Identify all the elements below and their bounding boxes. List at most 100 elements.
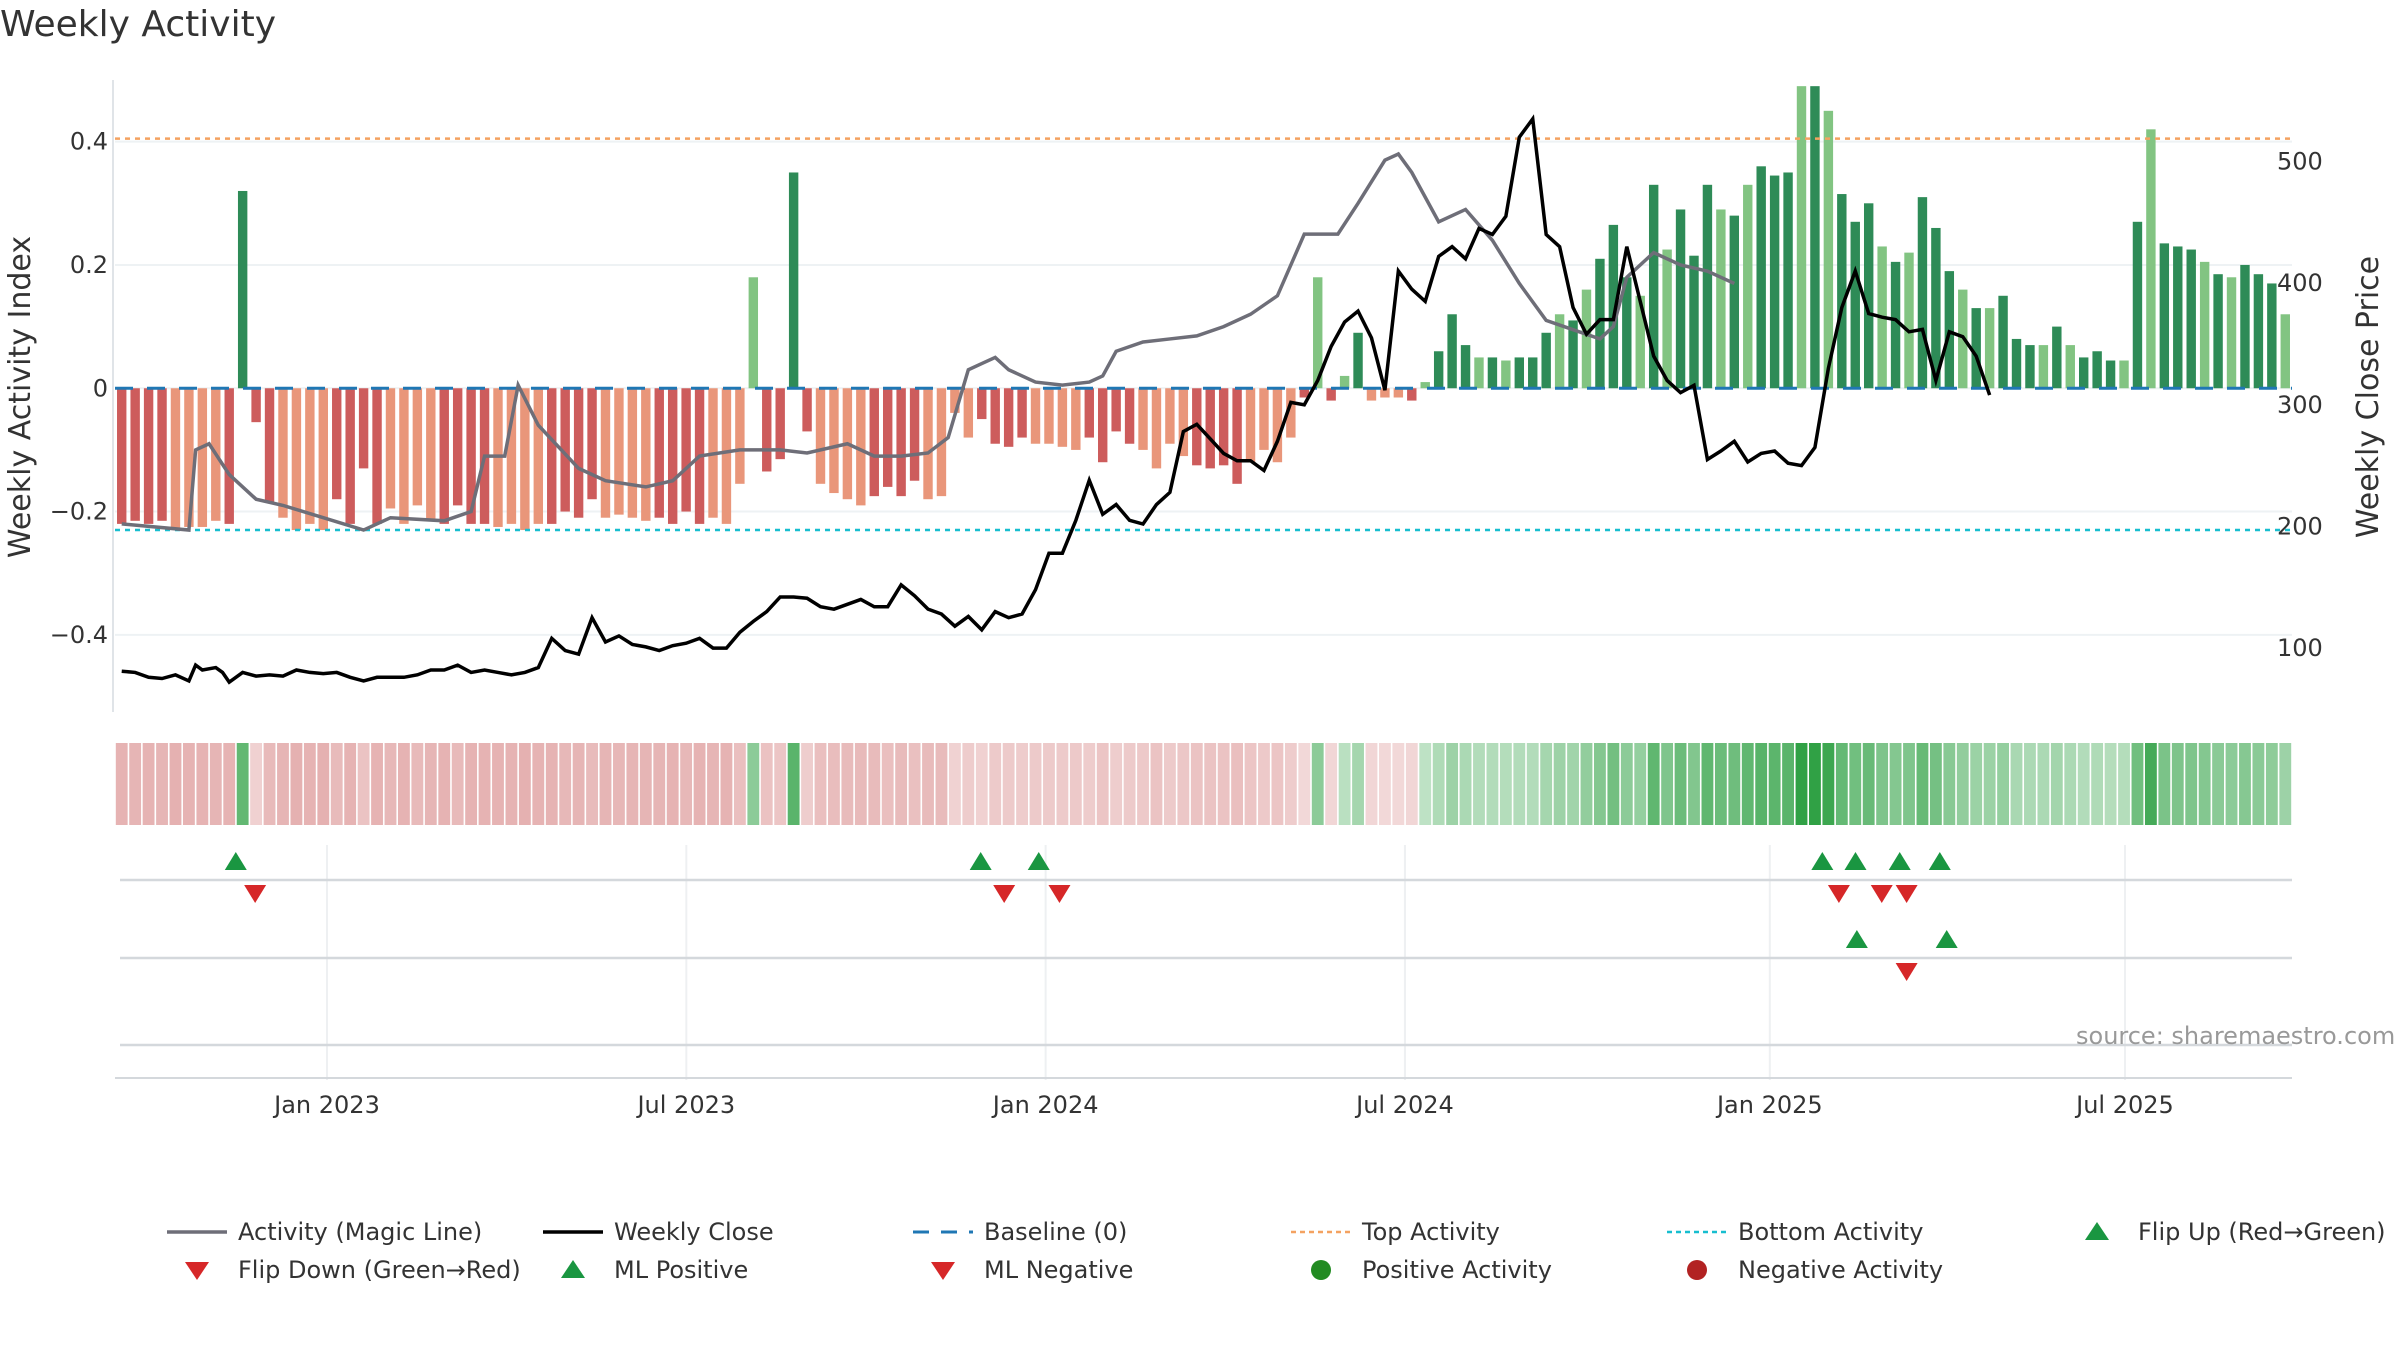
- strip-cell: [236, 743, 249, 825]
- activity-bar: [1017, 388, 1027, 438]
- activity-bar: [1487, 357, 1498, 389]
- strip-cell: [1378, 743, 1391, 825]
- activity-bar: [143, 388, 154, 524]
- strip-cell: [1889, 743, 1902, 825]
- activity-bar: [1716, 209, 1726, 389]
- strip-cell: [1513, 743, 1526, 825]
- legend-item-bottom: Bottom Activity: [1667, 1218, 1923, 1246]
- activity-bar: [815, 388, 826, 484]
- activity-bar: [224, 388, 234, 524]
- activity-bar: [385, 388, 396, 509]
- activity-bar: [1433, 351, 1444, 389]
- activity-bar: [2119, 360, 2129, 389]
- strip-cell: [2239, 743, 2251, 825]
- activity-bar: [748, 277, 759, 389]
- activity-bar: [1635, 295, 1645, 389]
- strip-cell: [1405, 743, 1418, 825]
- activity-bar: [1286, 388, 1296, 438]
- y-right-tick-label: 200: [2277, 512, 2323, 540]
- legend-swatch: [1311, 1260, 1331, 1280]
- activity-bar: [1890, 261, 1901, 389]
- activity-bar: [1837, 194, 1847, 389]
- activity-bar: [1971, 308, 1981, 389]
- strip-cell: [1083, 743, 1096, 825]
- strip-cell: [1661, 743, 1674, 825]
- activity-bar: [1124, 388, 1135, 444]
- activity-bar: [909, 388, 920, 481]
- strip-cell: [1634, 743, 1647, 825]
- strip-cell: [814, 743, 827, 825]
- activity-bar: [2105, 360, 2116, 389]
- activity-bar: [1111, 388, 1121, 432]
- activity-bar: [1245, 388, 1256, 463]
- strip-cell: [1782, 743, 1794, 825]
- activity-bar: [1702, 184, 1713, 389]
- activity-bar: [1353, 332, 1363, 389]
- strip-cell: [1392, 743, 1405, 825]
- activity-bar: [573, 388, 584, 518]
- strip-cell: [1311, 743, 1324, 825]
- legend-swatch: [1687, 1260, 1707, 1280]
- strip-cell: [1835, 743, 1848, 825]
- strip-cell: [344, 743, 357, 825]
- activity-bar: [1863, 203, 1874, 389]
- strip-cell: [1459, 743, 1472, 825]
- strip-cell: [2212, 743, 2225, 825]
- strip-cell: [693, 743, 706, 825]
- activity-strip: [115, 743, 2292, 825]
- strip-cell: [317, 743, 330, 825]
- activity-bar: [1393, 388, 1404, 398]
- activity-bar: [1729, 215, 1740, 389]
- y-left-tick-label: 0: [93, 374, 108, 402]
- strip-cell: [505, 743, 518, 825]
- strip-cell: [545, 743, 558, 825]
- flip-down-marker: [1827, 885, 1850, 903]
- flip-down-marker: [244, 885, 267, 903]
- activity-bar: [1151, 388, 1162, 469]
- activity-bar: [2146, 129, 2156, 389]
- activity-bar: [439, 388, 449, 524]
- activity-bar: [600, 388, 611, 518]
- activity-bar: [1756, 166, 1766, 389]
- strip-cell: [2144, 743, 2157, 825]
- activity-bar: [2038, 345, 2049, 389]
- flip-up-marker: [1811, 852, 1834, 870]
- activity-bar: [1917, 197, 1928, 389]
- activity-bar: [2253, 274, 2264, 389]
- activity-bar: [547, 388, 557, 524]
- strip-cell: [1876, 743, 1889, 825]
- strip-cell: [2131, 743, 2144, 825]
- strip-cell: [1177, 743, 1190, 825]
- source-note: source: sharemaestro.com: [2076, 1022, 2396, 1050]
- strip-cell: [2091, 743, 2104, 825]
- strip-cell: [1553, 743, 1566, 825]
- strip-cell: [169, 743, 182, 825]
- activity-bar: [466, 388, 476, 524]
- strip-cell: [801, 743, 813, 825]
- strip-cell: [303, 743, 316, 825]
- activity-bar: [1662, 249, 1672, 389]
- strip-cell: [1499, 743, 1512, 825]
- strip-cell: [828, 743, 840, 825]
- strip-cell: [2037, 743, 2050, 825]
- activity-bar: [1218, 388, 1229, 466]
- ml-positive-marker: [1935, 930, 1958, 948]
- activity-bar: [735, 388, 745, 484]
- activity-bar: [1003, 388, 1014, 447]
- legend-label: Weekly Close: [614, 1218, 774, 1246]
- activity-bar: [762, 388, 772, 472]
- strip-cell: [451, 743, 464, 825]
- activity-bar: [1299, 388, 1309, 398]
- activity-bar: [1944, 271, 1955, 389]
- activity-bar: [2065, 345, 2075, 389]
- strip-cell: [518, 743, 531, 825]
- strip-cell: [1056, 743, 1069, 825]
- activity-bar: [184, 388, 194, 527]
- strip-cell: [707, 743, 719, 825]
- activity-bar: [1769, 175, 1780, 389]
- strip-cell: [1258, 743, 1270, 825]
- legend-item-mlpos: ML Positive: [561, 1256, 748, 1284]
- activity-bar: [237, 190, 248, 389]
- activity-bar: [2267, 283, 2277, 389]
- strip-cell: [1607, 743, 1620, 825]
